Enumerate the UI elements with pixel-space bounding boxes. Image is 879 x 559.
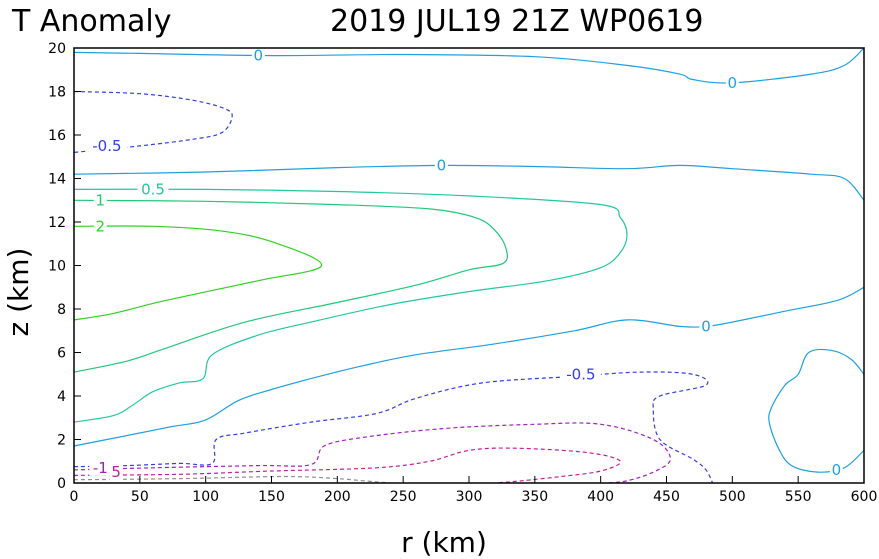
x-tick-label-11: 550	[785, 489, 812, 505]
x-tick-label-2: 100	[192, 489, 219, 505]
contour-label-1: 0	[728, 74, 738, 92]
contour-label-bg-8	[86, 137, 127, 154]
x-tick-label-8: 400	[587, 489, 614, 505]
contour-label-bg-5	[137, 181, 169, 198]
contour-label-bg-11	[109, 464, 123, 481]
contour-line-3	[768, 348, 865, 473]
chart-title-left: T Anomaly	[11, 4, 171, 39]
y-tick-label-4: 8	[57, 302, 66, 318]
contour-label-2: 0	[437, 156, 447, 174]
contour-labels: 0 0 0 0 0 0.5 1 2 -0.5 -0.5 -1 5	[86, 47, 843, 481]
contour-label-bg-4	[829, 461, 843, 478]
y-axis-label: z (km)	[2, 248, 35, 337]
y-tick-label-9: 18	[48, 85, 66, 101]
x-tick-label-4: 200	[324, 489, 351, 505]
contour-label-bg-7	[93, 218, 107, 235]
y-tick-label-7: 14	[48, 172, 66, 188]
contour-line-5	[73, 199, 508, 373]
contour-label-0: 0	[254, 47, 264, 65]
x-tick-label-5: 250	[390, 489, 417, 505]
contour-label-bg-6	[93, 192, 107, 209]
contour-line-8	[73, 371, 714, 484]
y-tick-label-6: 12	[48, 215, 66, 231]
plot-frame	[73, 47, 865, 484]
contour-label-3: 0	[701, 317, 711, 335]
y-tick-label-2: 4	[57, 389, 66, 405]
x-axis-label: r (km)	[401, 526, 487, 559]
contour-line-6	[73, 225, 323, 321]
contour-label-9: -0.5	[566, 365, 595, 383]
x-tick-label-7: 350	[521, 489, 548, 505]
y-tick-label-1: 2	[57, 433, 66, 449]
contour-lines	[73, 47, 865, 484]
contour-line-10	[73, 447, 622, 484]
contour-line-1	[73, 164, 865, 201]
x-tick-label-12: 600	[851, 489, 878, 505]
y-tick-label-3: 6	[57, 346, 66, 362]
y-tick-label-0: 0	[57, 476, 66, 492]
chart-title-right: 2019 JUL19 21Z WP0619	[330, 4, 703, 39]
contour-line-9	[73, 422, 672, 484]
contour-label-bg-9	[560, 366, 601, 383]
contour-label-bg-10	[89, 459, 112, 476]
contour-label-11: 5	[111, 463, 121, 481]
x-tick-label-1: 50	[131, 489, 149, 505]
contour-label-5: 0.5	[141, 180, 165, 198]
contour-line-2	[73, 286, 865, 447]
y-axis-ticks: 0 2 4 6 8 10 12 14 16 18 20	[48, 41, 81, 492]
contour-label-10: -1	[93, 459, 108, 477]
x-tick-label-10: 500	[719, 489, 746, 505]
y-tick-label-10: 20	[48, 41, 66, 57]
x-axis-ticks: 0 50 100 150 200 250 300 350 400 450 500 550 600	[70, 476, 878, 505]
contour-label-bg-3	[699, 318, 713, 335]
contour-label-bg-1	[725, 74, 739, 91]
contour-line-7	[73, 90, 233, 153]
x-tick-label-6: 300	[456, 489, 483, 505]
y-tick-label-8: 16	[48, 128, 66, 144]
y-tick-label-5: 10	[48, 259, 66, 275]
contour-label-4: 0	[832, 461, 842, 479]
contour-label-7: 2	[96, 217, 106, 235]
contour-line-0	[73, 47, 865, 84]
contour-line-11	[73, 475, 391, 484]
contour-label-bg-2	[434, 157, 448, 174]
contour-label-bg-0	[251, 47, 265, 64]
contour-label-8: -0.5	[92, 137, 121, 155]
x-tick-label-3: 150	[258, 489, 285, 505]
x-tick-label-9: 450	[653, 489, 680, 505]
x-tick-label-0: 0	[70, 489, 79, 505]
contour-line-4	[73, 188, 628, 423]
contour-label-6: 1	[96, 191, 106, 209]
